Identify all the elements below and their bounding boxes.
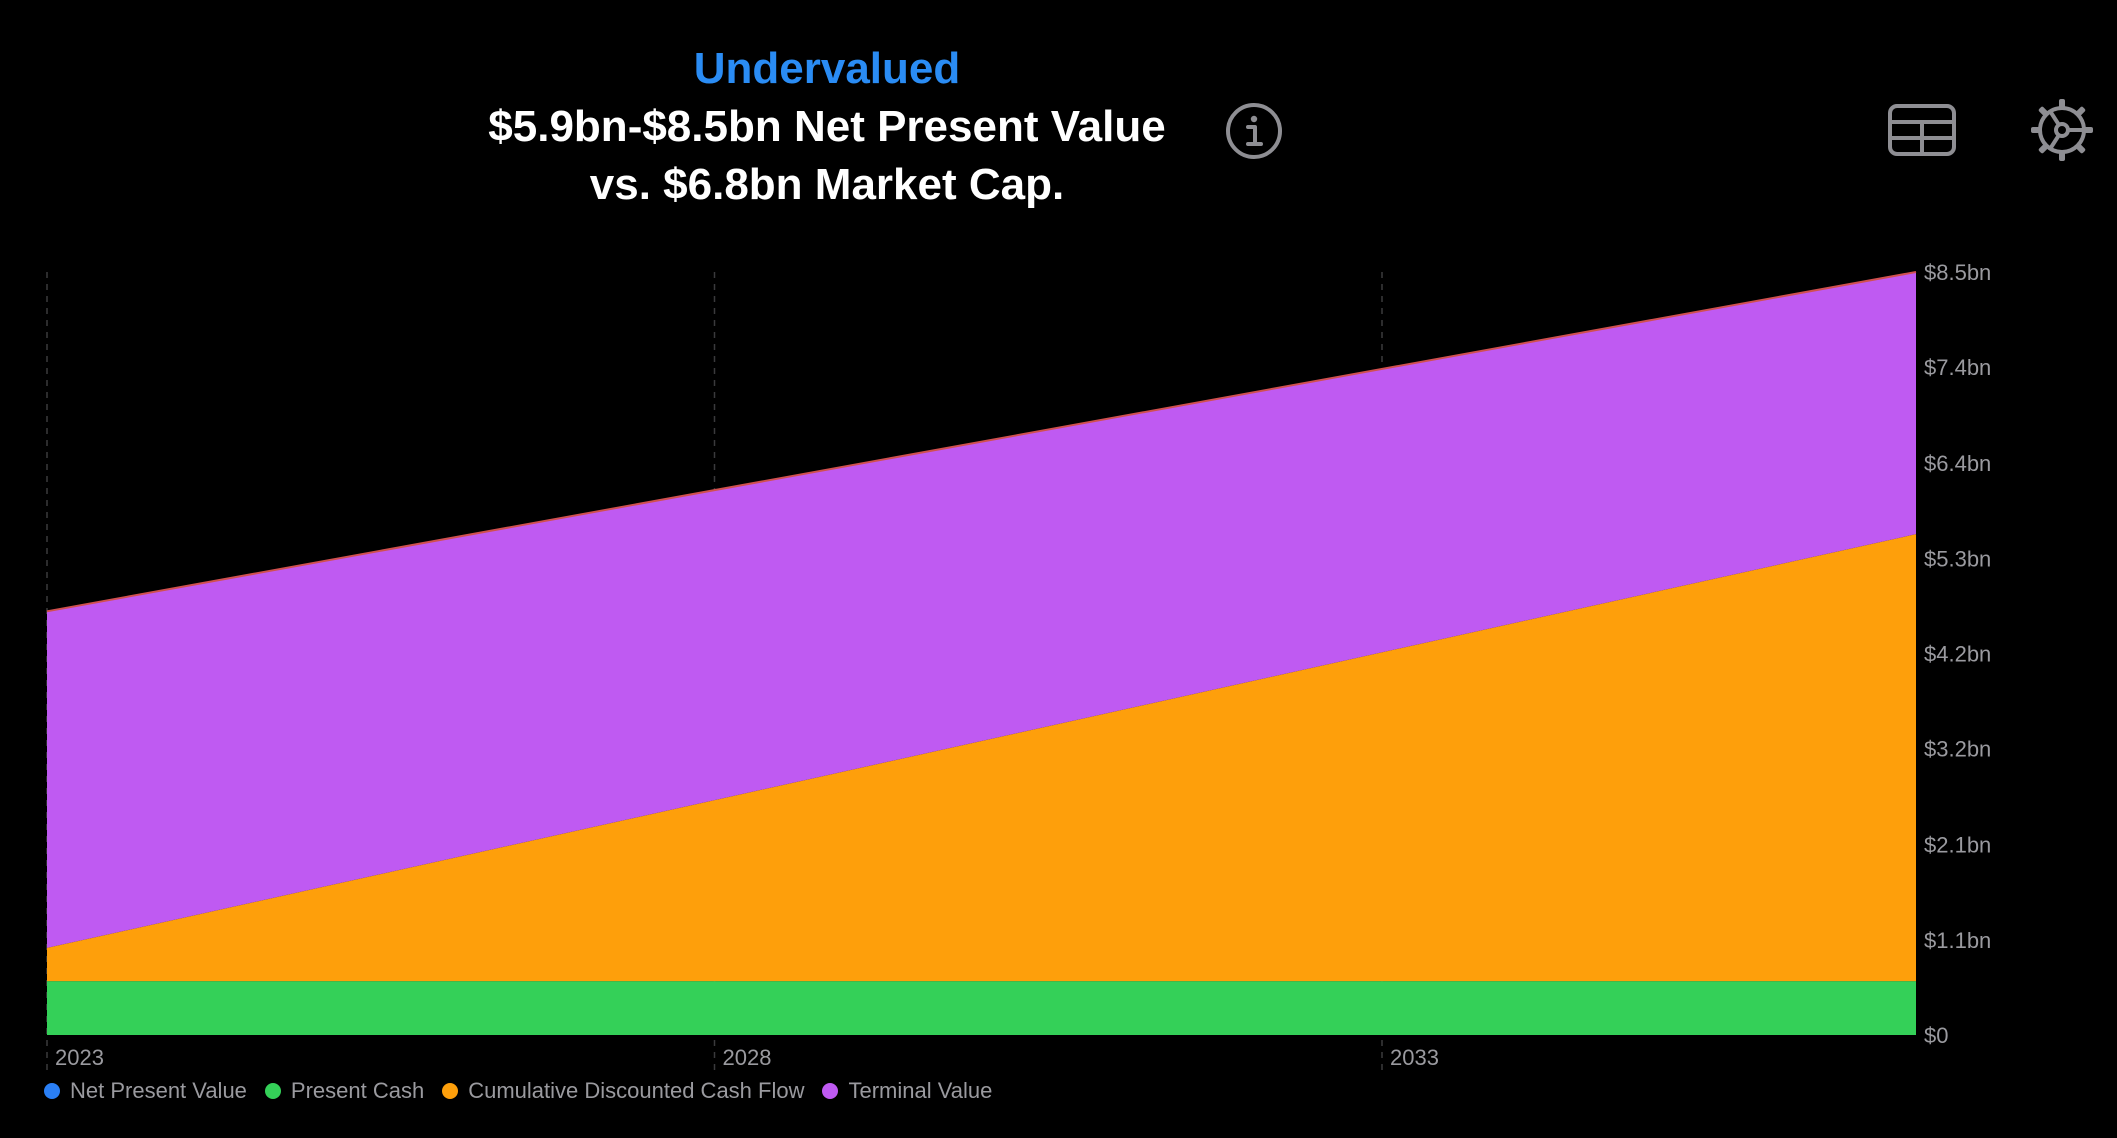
settings-button[interactable]	[2028, 96, 2096, 164]
x-tick-label: 2028	[723, 1045, 772, 1070]
y-tick-label: $4.2bn	[1924, 642, 1991, 667]
y-tick-label: $1.1bn	[1924, 928, 1991, 953]
cumulative-dcf-area	[47, 534, 1916, 982]
y-tick-label: $2.1bn	[1924, 833, 1991, 858]
legend-cumulative-dcf: Cumulative Discounted Cash Flow	[442, 1078, 804, 1104]
market-cap-headline: vs. $6.8bn Market Cap.	[589, 160, 1065, 209]
net-present-value-line	[46, 271, 1917, 613]
legend-dot-cumulative-dcf	[442, 1083, 459, 1099]
y-tick-label: $0	[1924, 1023, 1948, 1048]
legend-present-cash: Present Cash	[264, 1078, 425, 1104]
y-tick-label: $6.4bn	[1924, 451, 1991, 476]
legend-dot-present-cash	[264, 1083, 281, 1099]
legend-terminal-value: Terminal Value	[822, 1078, 992, 1104]
table-icon	[1888, 104, 1956, 156]
terminal-value-area	[47, 272, 1916, 948]
legend-label-net-present-value: Net Present Value	[70, 1078, 247, 1103]
valuation-status: Undervalued	[693, 44, 961, 93]
legend-label-cumulative-dcf: Cumulative Discounted Cash Flow	[468, 1078, 805, 1103]
legend-dot-net-present-value	[44, 1083, 60, 1099]
y-tick-label: $8.5bn	[1924, 260, 1991, 285]
info-button[interactable]	[1223, 100, 1285, 162]
x-tick-label: 2033	[1390, 1045, 1439, 1070]
legend-net-present-value: Net Present Value	[44, 1078, 247, 1104]
info-icon	[1226, 103, 1282, 159]
npv-range-headline: $5.9bn-$8.5bn Net Present Value	[488, 102, 1166, 151]
legend-label-present-cash: Present Cash	[290, 1078, 425, 1103]
present-cash-area	[47, 981, 1916, 1035]
chart-legend: Net Present Value Present Cash Cumulativ…	[44, 1078, 1010, 1104]
settings-gear-icon	[2031, 99, 2093, 161]
x-tick-label: 2023	[55, 1045, 104, 1070]
y-tick-label: $3.2bn	[1924, 737, 1991, 762]
legend-label-terminal-value: Terminal Value	[848, 1078, 993, 1103]
table-view-button[interactable]	[1886, 102, 1958, 158]
valuation-header: Undervalued $5.9bn-$8.5bn Net Present Va…	[427, 40, 1227, 214]
y-tick-label: $7.4bn	[1924, 355, 1991, 380]
y-tick-label: $5.3bn	[1924, 546, 1991, 571]
legend-dot-terminal-value	[822, 1083, 839, 1099]
